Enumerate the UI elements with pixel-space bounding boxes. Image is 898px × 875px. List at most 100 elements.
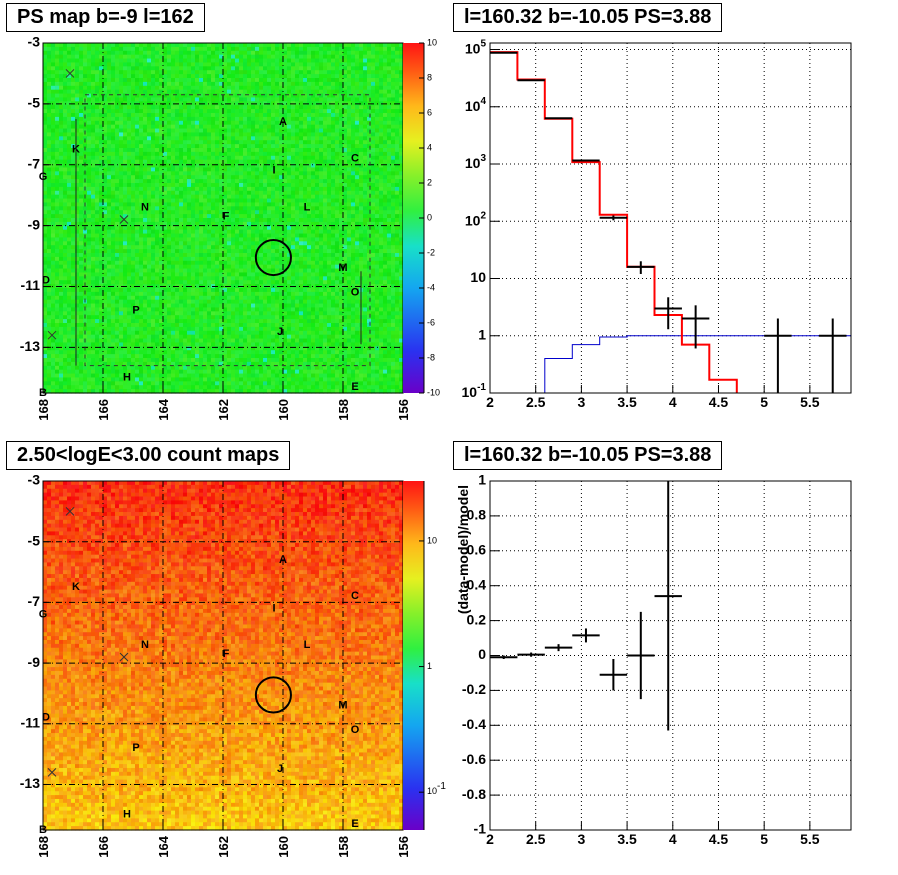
x-tick-label: 164	[156, 835, 171, 857]
colorbar-tick-label: 10	[427, 37, 437, 47]
y-tick-label: -7	[28, 593, 41, 609]
map-grid	[43, 481, 403, 830]
y-tick-label: -5	[28, 532, 41, 548]
colorbar-tick-label: -8	[427, 352, 435, 362]
source-label: F	[223, 648, 230, 660]
y-tick-label: 103	[465, 153, 487, 171]
x-tick-label: 156	[396, 836, 411, 858]
x-tick-label: 158	[336, 399, 351, 421]
cross-marker	[47, 767, 57, 777]
x-tick-label: 4	[669, 394, 677, 410]
source-label: M	[338, 699, 347, 711]
x-tick-label: 4	[669, 831, 677, 847]
y-tick-label: -0.4	[462, 716, 486, 732]
y-tick-label: 10-1	[462, 382, 487, 400]
colorbar-tick-label: 1	[427, 661, 432, 671]
source-label: I	[272, 602, 275, 614]
heatmap-cells	[43, 481, 404, 831]
y-tick-label: 0.6	[467, 542, 487, 558]
residual-panel: 2 2.5 3 3.5 4 4.5 5 5.5 1 0.8 0.6 0.4 0.2 0 -0.2 -0.4 -0…	[455, 472, 852, 847]
heatmap-cells	[43, 43, 404, 394]
source-label: N	[141, 201, 149, 213]
source-label: E	[351, 381, 358, 393]
y-tick-label: -3	[28, 34, 41, 50]
target-circle	[254, 676, 292, 714]
title-spectrum: l=160.32 b=-10.05 PS=3.88	[453, 3, 723, 32]
y-tick-label: 0.2	[467, 611, 487, 627]
x-tick-label: 168	[36, 399, 51, 421]
cross-marker	[119, 652, 129, 662]
source-label: P	[132, 742, 139, 754]
colorbar-tick-label: 6	[427, 107, 432, 117]
colorbar-tick-label: -6	[427, 317, 435, 327]
y-tick-label: -0.8	[462, 786, 486, 802]
x-tick-label: 4.5	[709, 394, 729, 410]
roi-box	[84, 94, 371, 367]
x-tick-label: 5	[760, 394, 768, 410]
source-label: D	[42, 712, 50, 724]
title-residual: l=160.32 b=-10.05 PS=3.88	[453, 441, 723, 470]
plot-area	[490, 51, 851, 393]
x-tick-label: 5.5	[800, 394, 820, 410]
x-tick-label: 5.5	[800, 831, 820, 847]
plot-background	[490, 43, 851, 393]
x-tick-label: 2	[486, 831, 494, 847]
y-tick-label: 102	[465, 210, 487, 228]
y-tick-label: 0	[478, 646, 486, 662]
source-label: E	[351, 818, 358, 830]
colorbar	[403, 43, 424, 393]
ps-map-panel: 168 166 164 162 160 158 156 -3 -5 -7 -9 -11 -13 10 8 6 4…	[20, 34, 440, 421]
colorbar-tick-label: 0	[427, 212, 432, 222]
source-label: J	[277, 763, 283, 775]
source-label: B	[39, 387, 47, 399]
source-label: M	[338, 262, 347, 274]
y-tick-label: -13	[20, 338, 40, 354]
y-tick-label: 10	[470, 269, 486, 285]
y-tick-label: 105	[465, 38, 487, 56]
x-tick-label: 2.5	[526, 394, 546, 410]
x-tick-label: 3	[577, 394, 585, 410]
x-tick-label: 160	[276, 399, 291, 421]
colorbar-tick-label: -10	[427, 387, 440, 397]
source-label: H	[123, 809, 131, 821]
y-tick-label: 0.4	[467, 576, 487, 592]
source-label: K	[72, 581, 80, 593]
source-label: J	[277, 326, 283, 338]
colorbar-tick-label: -2	[427, 247, 435, 257]
colorbar-tick-label: 2	[427, 177, 432, 187]
x-tick-label: 5	[760, 831, 768, 847]
y-tick-label: -9	[28, 654, 41, 670]
source-label: A	[279, 554, 287, 566]
x-tick-label: 4.5	[709, 831, 729, 847]
x-tick-label: 168	[36, 836, 51, 858]
y-tick-label: 1	[478, 326, 486, 342]
x-tick-label: 162	[216, 836, 231, 858]
count-map-panel: 168 166 164 162 160 158 156 -3 -5 -7 -9 -11 -13 10 1 10…	[20, 472, 447, 858]
title-ps-map: PS map b=-9 l=162	[6, 3, 205, 32]
x-tick-label: 2	[486, 394, 494, 410]
x-tick-label: 162	[216, 399, 231, 421]
colorbar	[403, 481, 424, 830]
x-tick-label: 3.5	[617, 831, 637, 847]
cross-marker	[65, 506, 75, 516]
x-tick-label: 3	[577, 831, 585, 847]
source-label: F	[223, 210, 230, 222]
colorbar-tick-label: 10	[427, 535, 437, 545]
source-label: L	[304, 639, 311, 651]
colorbar-tick-label: 8	[427, 72, 432, 82]
cross-marker	[65, 69, 75, 78]
x-tick-label: 164	[156, 398, 171, 420]
x-tick-label: 156	[396, 399, 411, 421]
source-label: O	[351, 286, 360, 298]
x-tick-label: 166	[96, 399, 111, 421]
y-tick-label: -1	[474, 821, 487, 837]
source-label: N	[141, 639, 149, 651]
y-tick-label: -9	[28, 216, 41, 232]
source-label: H	[123, 372, 131, 384]
colorbar-tick-label: -4	[427, 282, 435, 292]
source-label: C	[351, 153, 359, 165]
title-count-map: 2.50<logE<3.00 count maps	[6, 441, 291, 470]
